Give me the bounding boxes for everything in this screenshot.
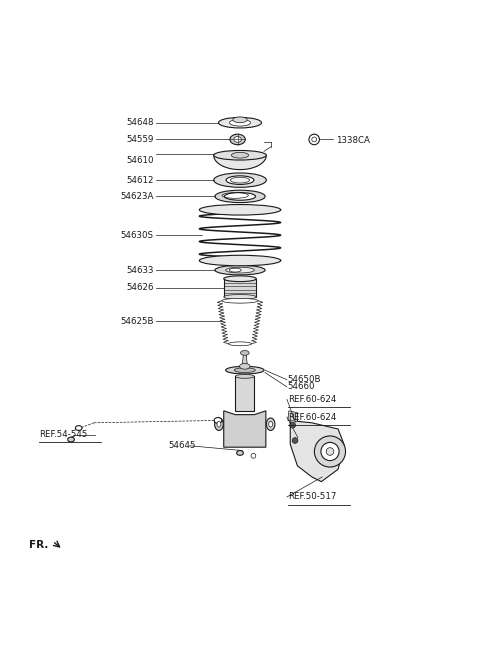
Text: REF.50-517: REF.50-517 <box>288 493 336 501</box>
Ellipse shape <box>326 447 334 455</box>
Text: 54625B: 54625B <box>120 317 154 326</box>
Ellipse shape <box>235 374 254 378</box>
Ellipse shape <box>290 422 296 428</box>
Ellipse shape <box>225 193 255 200</box>
Text: 1338CA: 1338CA <box>336 136 370 145</box>
Text: 54610: 54610 <box>126 156 154 164</box>
Ellipse shape <box>230 177 250 183</box>
Ellipse shape <box>199 204 281 215</box>
Text: 54648: 54648 <box>126 118 154 127</box>
Ellipse shape <box>224 294 256 300</box>
Polygon shape <box>214 155 266 170</box>
Ellipse shape <box>292 438 298 443</box>
Ellipse shape <box>314 436 346 467</box>
Ellipse shape <box>215 190 265 202</box>
Text: 54626: 54626 <box>126 283 154 292</box>
Text: 54630S: 54630S <box>121 231 154 240</box>
Ellipse shape <box>237 451 243 455</box>
Ellipse shape <box>214 417 222 423</box>
Ellipse shape <box>226 267 254 273</box>
Ellipse shape <box>222 298 258 303</box>
Ellipse shape <box>269 421 273 427</box>
Ellipse shape <box>234 137 241 143</box>
Ellipse shape <box>266 418 275 430</box>
Ellipse shape <box>251 453 256 458</box>
Text: REF.60-624: REF.60-624 <box>288 395 336 404</box>
Text: REF.60-624: REF.60-624 <box>288 413 336 422</box>
Ellipse shape <box>75 426 82 430</box>
Polygon shape <box>290 413 344 482</box>
Ellipse shape <box>312 137 317 142</box>
Ellipse shape <box>199 256 281 266</box>
Ellipse shape <box>215 265 265 275</box>
Text: REF.54-545: REF.54-545 <box>39 430 87 440</box>
Ellipse shape <box>228 342 252 346</box>
Ellipse shape <box>214 173 266 187</box>
Text: 54660: 54660 <box>288 382 315 392</box>
Polygon shape <box>288 411 298 421</box>
Ellipse shape <box>233 117 247 123</box>
Ellipse shape <box>309 134 320 145</box>
Ellipse shape <box>217 421 221 427</box>
Ellipse shape <box>226 367 264 374</box>
Ellipse shape <box>234 368 255 373</box>
Text: 54645: 54645 <box>169 442 196 450</box>
Text: 54623A: 54623A <box>120 192 154 201</box>
Ellipse shape <box>231 152 249 158</box>
Text: 54612: 54612 <box>126 175 154 185</box>
Ellipse shape <box>240 363 250 369</box>
Ellipse shape <box>240 351 249 355</box>
Ellipse shape <box>321 442 339 461</box>
Ellipse shape <box>229 120 251 126</box>
Ellipse shape <box>230 134 245 145</box>
Polygon shape <box>224 411 266 447</box>
Text: 54633: 54633 <box>126 265 154 275</box>
Polygon shape <box>224 279 256 297</box>
Ellipse shape <box>229 268 241 272</box>
Ellipse shape <box>226 176 254 185</box>
Ellipse shape <box>224 276 256 282</box>
Ellipse shape <box>68 437 74 442</box>
Ellipse shape <box>214 150 266 160</box>
Ellipse shape <box>218 118 262 128</box>
Text: 54650B: 54650B <box>288 375 322 384</box>
Text: 54559: 54559 <box>126 135 154 144</box>
Polygon shape <box>242 354 248 369</box>
Ellipse shape <box>215 418 223 430</box>
Polygon shape <box>235 376 254 411</box>
Text: FR.: FR. <box>29 540 49 550</box>
